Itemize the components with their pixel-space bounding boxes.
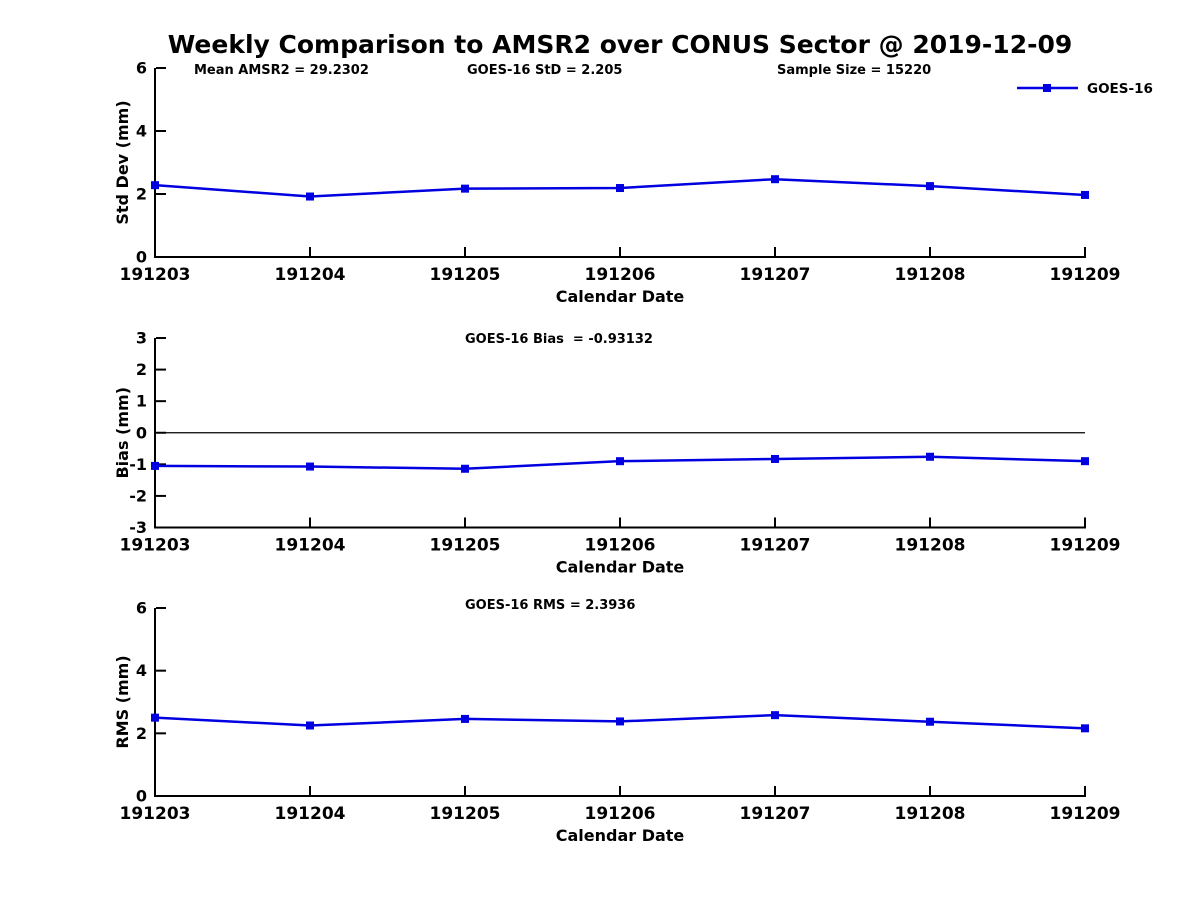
x-tick-label: 191209 <box>1050 536 1121 556</box>
x-tick-label: 191209 <box>1050 265 1121 285</box>
y-tick-label: -2 <box>129 486 147 505</box>
data-point-marker <box>461 464 469 473</box>
x-tick-label: 191203 <box>120 265 191 285</box>
y-tick-label: -1 <box>129 455 147 474</box>
x-tick-label: 191206 <box>585 536 656 556</box>
data-point-marker <box>771 454 779 463</box>
stat-annotation: GOES-16 Bias = -0.93132 <box>465 332 653 347</box>
chart-panel-rms: 0 2 4 6 191203 191204 191205 191206 191207 191208… <box>113 598 1120 845</box>
data-point-marker <box>151 713 159 722</box>
data-point-marker <box>616 184 624 193</box>
data-point-marker <box>306 462 314 471</box>
x-tick-label: 191209 <box>1050 804 1121 824</box>
data-point-marker <box>306 192 314 201</box>
x-axis-title: Calendar Date <box>556 826 685 845</box>
y-tick-label: 0 <box>136 787 147 806</box>
y-tick-label: 0 <box>136 248 147 267</box>
legend-square-marker-icon <box>1043 84 1051 92</box>
data-point-marker <box>771 175 779 184</box>
data-point-marker <box>616 457 624 466</box>
data-point-marker <box>461 184 469 193</box>
data-point-marker <box>771 711 779 720</box>
x-tick-label: 191204 <box>275 536 346 556</box>
chart-panels: 0 2 4 6 191203 191204 191205 191206 191207 191208… <box>113 59 1120 846</box>
y-tick-label: 4 <box>136 122 147 141</box>
x-axis-title: Calendar Date <box>556 558 685 577</box>
data-point-marker <box>926 717 934 726</box>
x-tick-label: 191207 <box>740 265 811 285</box>
x-tick-label: 191203 <box>120 804 191 824</box>
x-axis-title: Calendar Date <box>556 287 685 306</box>
x-tick-label: 191207 <box>740 804 811 824</box>
data-point-marker <box>461 714 469 723</box>
stat-annotation: GOES-16 RMS = 2.3936 <box>465 598 635 613</box>
x-tick-label: 191208 <box>895 804 966 824</box>
y-tick-label: 2 <box>136 185 147 204</box>
x-tick-label: 191205 <box>430 265 501 285</box>
data-point-marker <box>151 461 159 470</box>
x-tick-label: 191208 <box>895 265 966 285</box>
legend-series-label: GOES-16 <box>1087 81 1153 97</box>
y-tick-label: 1 <box>136 392 147 411</box>
y-tick-label: 3 <box>136 329 147 348</box>
data-point-marker <box>306 721 314 730</box>
x-tick-label: 191204 <box>275 804 346 824</box>
figure-title: Weekly Comparison to AMSR2 over CONUS Se… <box>168 30 1073 59</box>
x-tick-label: 191207 <box>740 536 811 556</box>
y-tick-label: 6 <box>136 599 147 618</box>
y-tick-label: 2 <box>136 724 147 743</box>
x-tick-label: 191205 <box>430 536 501 556</box>
data-point-marker <box>926 182 934 191</box>
x-tick-label: 191204 <box>275 265 346 285</box>
x-tick-label: 191206 <box>585 265 656 285</box>
y-tick-label: 6 <box>136 59 147 78</box>
x-tick-label: 191205 <box>430 804 501 824</box>
y-axis-title: Std Dev (mm) <box>113 100 132 224</box>
data-point-marker <box>926 452 934 461</box>
x-tick-label: 191208 <box>895 536 966 556</box>
data-point-marker <box>151 181 159 190</box>
y-axis-title: Bias (mm) <box>113 387 132 479</box>
y-tick-label: -3 <box>129 518 147 537</box>
y-tick-label: 4 <box>136 661 147 680</box>
data-point-marker <box>1081 190 1089 199</box>
chart-panel-std-dev: 0 2 4 6 191203 191204 191205 191206 191207 191208… <box>113 59 1120 307</box>
x-tick-label: 191203 <box>120 536 191 556</box>
legend: GOES-16 <box>1017 81 1153 97</box>
x-tick-label: 191206 <box>585 804 656 824</box>
data-point-marker <box>616 717 624 726</box>
data-point-marker <box>1081 724 1089 733</box>
y-tick-label: 0 <box>136 423 147 442</box>
y-axis-title: RMS (mm) <box>113 655 132 748</box>
stat-annotation: GOES-16 StD = 2.205 <box>467 63 622 78</box>
y-tick-label: 2 <box>136 360 147 379</box>
data-point-marker <box>1081 457 1089 466</box>
stat-annotation: Sample Size = 15220 <box>777 63 931 78</box>
stat-annotation: Mean AMSR2 = 29.2302 <box>194 63 369 78</box>
